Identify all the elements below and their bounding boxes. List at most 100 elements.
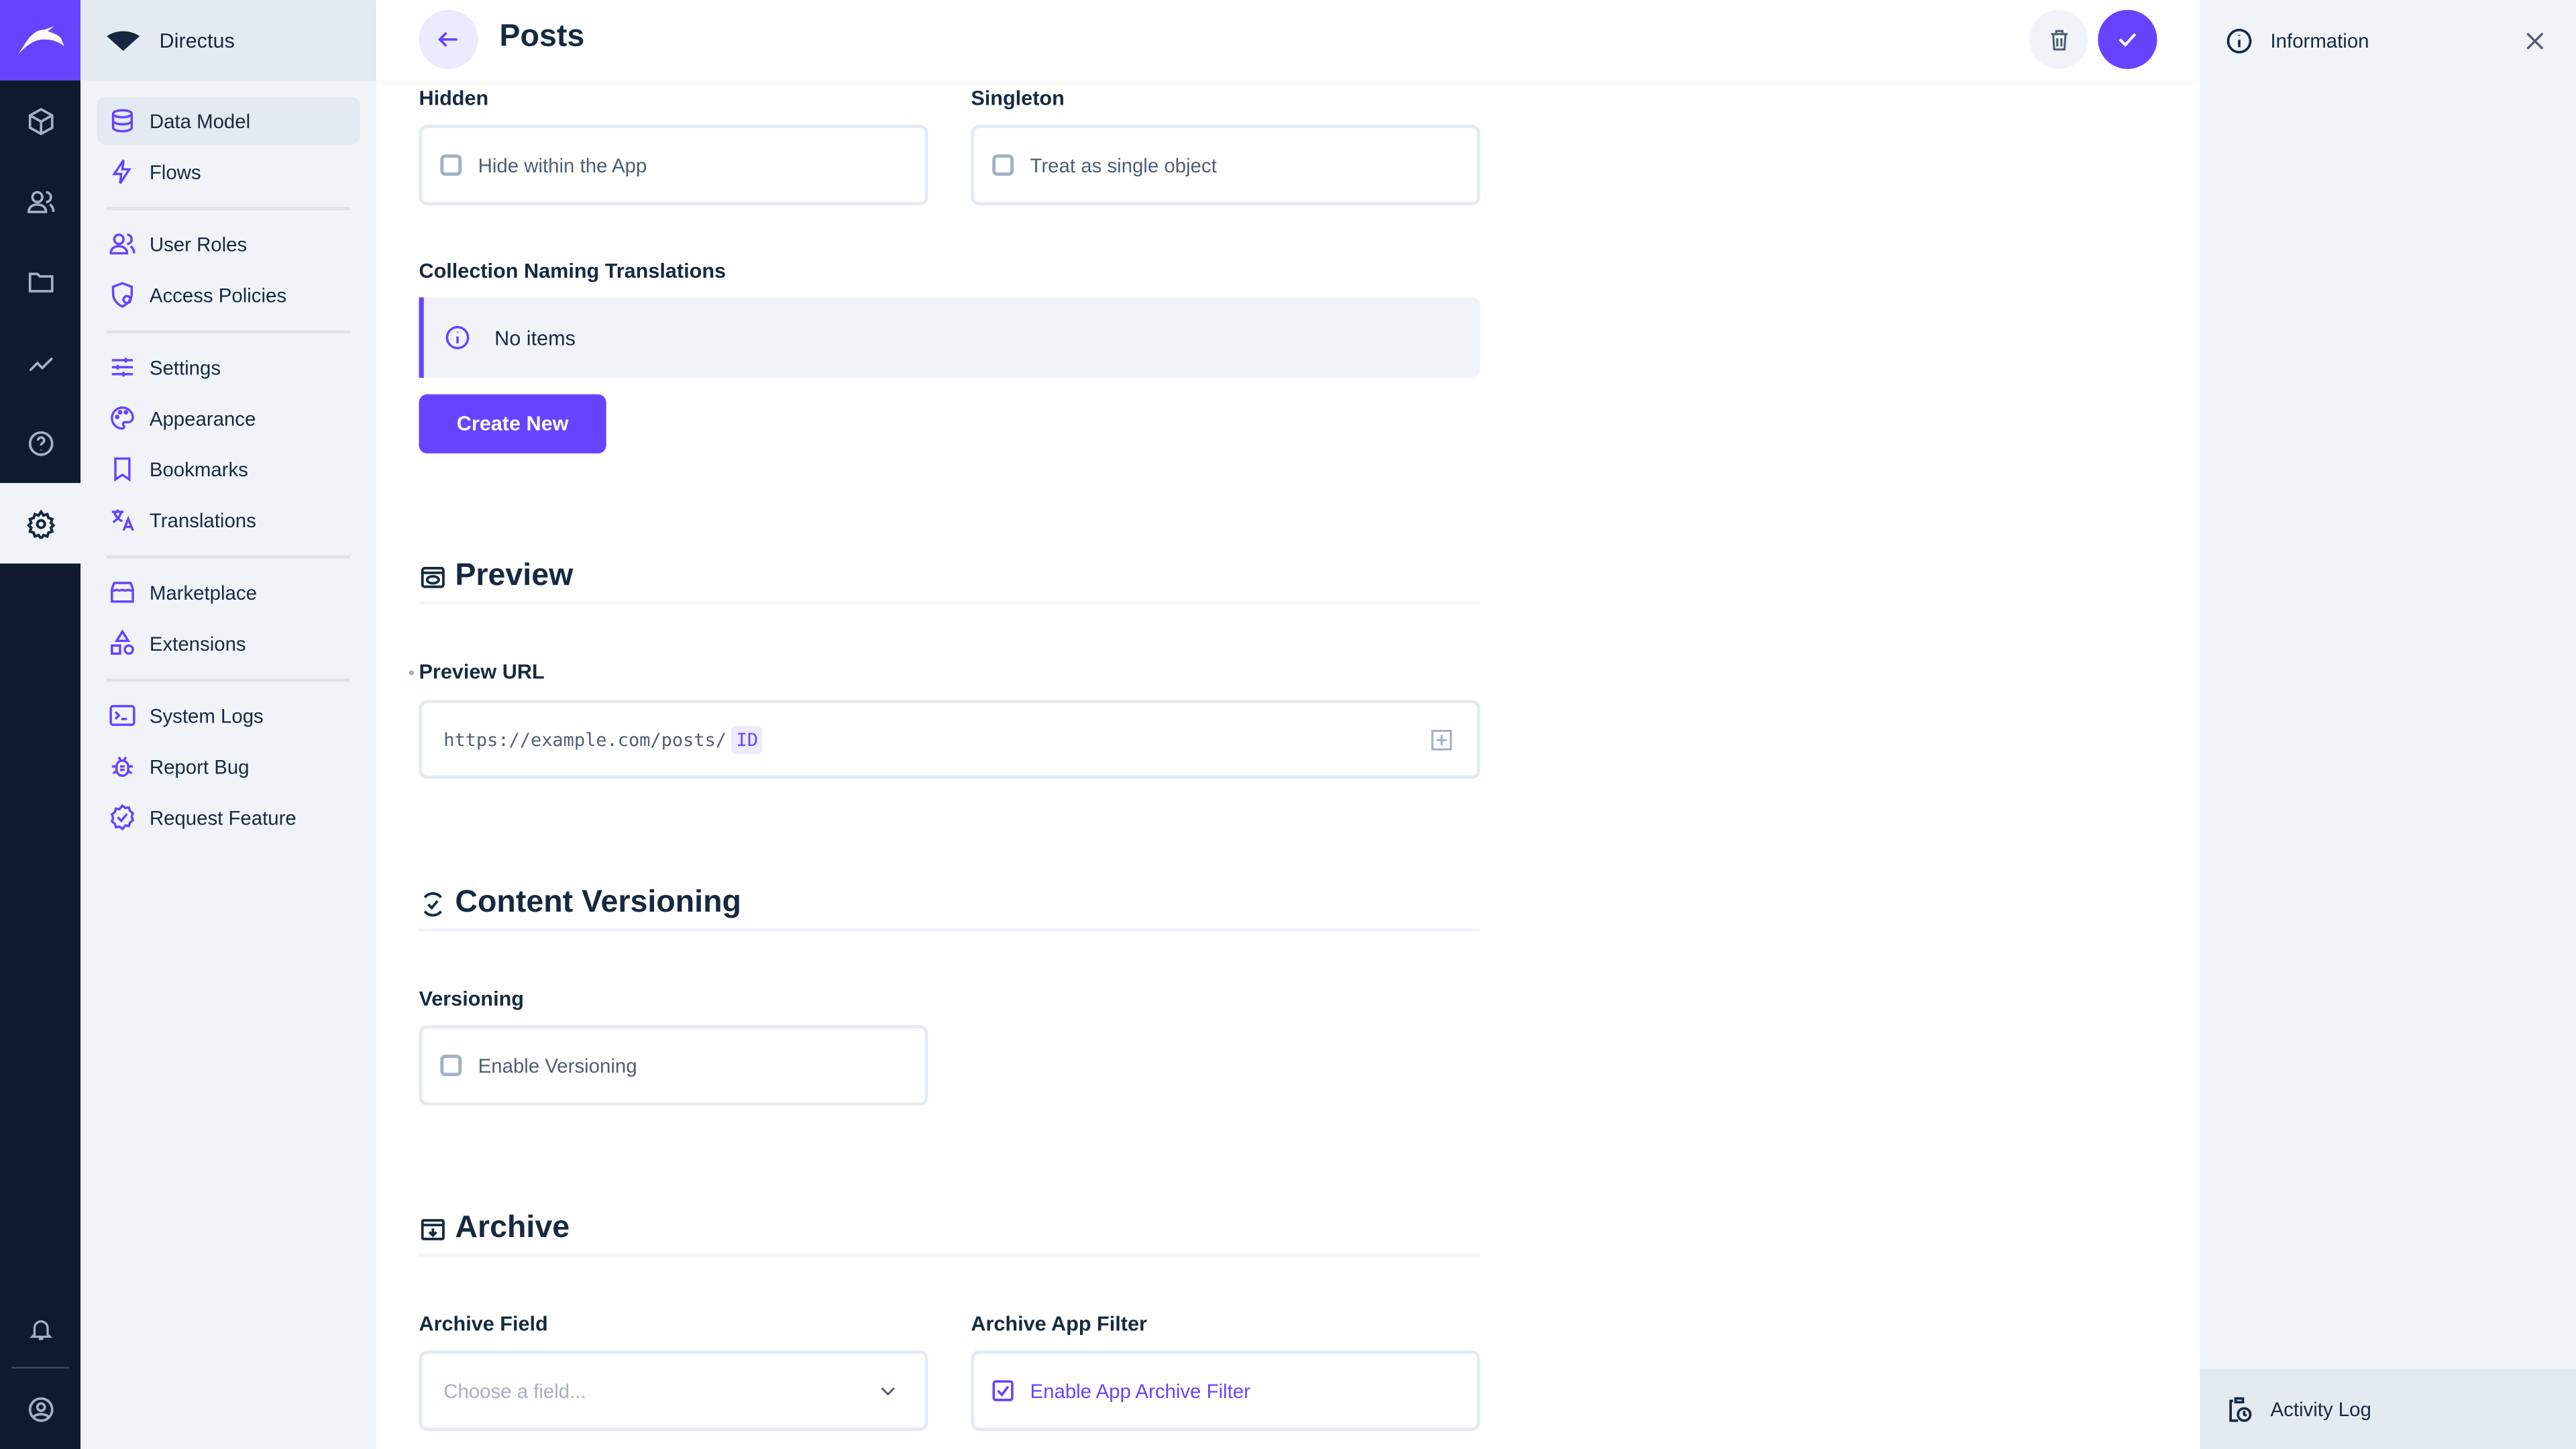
no-items-notice: No items xyxy=(419,297,1481,378)
nav-item-label: Report Bug xyxy=(149,755,250,778)
module-bar xyxy=(0,0,81,1449)
project-name: Directus xyxy=(159,28,235,52)
versioning-checkbox[interactable]: Enable Versioning xyxy=(419,1025,928,1106)
archive-filter-checkbox[interactable]: Enable App Archive Filter xyxy=(971,1350,1481,1432)
files-module-button[interactable] xyxy=(0,241,80,322)
nav-item-label: Data Model xyxy=(149,109,251,133)
terminal-icon xyxy=(109,704,136,727)
archive-filter-option-label: Enable App Archive Filter xyxy=(1030,1379,1250,1403)
nav-item-settings[interactable]: Settings xyxy=(97,343,360,391)
insights-icon xyxy=(28,356,52,371)
nav-item-label: Bookmarks xyxy=(149,458,248,481)
translations-label: Collection Naming Translations xyxy=(419,259,727,283)
activity-log-icon xyxy=(2229,1396,2252,1421)
nav-item-label: System Logs xyxy=(149,704,264,727)
nav-item-access-policies[interactable]: Access Policies xyxy=(97,271,360,319)
singleton-label: Singleton xyxy=(971,87,1065,111)
hidden-option-label: Hide within the App xyxy=(478,153,647,177)
archive-section-title: Archive xyxy=(419,1204,1481,1257)
preview-url-value: https://example.com/posts/ xyxy=(443,729,727,750)
archive-icon xyxy=(421,1218,445,1240)
archive-field-label: Archive Field xyxy=(419,1312,548,1336)
content-module-button[interactable] xyxy=(0,80,80,161)
nav-item-report-bug[interactable]: Report Bug xyxy=(97,743,360,790)
nav-item-appearance[interactable]: Appearance xyxy=(97,394,360,442)
checkbox-icon xyxy=(992,154,1014,176)
close-icon[interactable] xyxy=(2524,29,2546,52)
information-panel-toggle[interactable]: Information xyxy=(2200,0,2576,80)
delete-button[interactable] xyxy=(2029,9,2088,69)
nav-item-bookmarks[interactable]: Bookmarks xyxy=(97,445,360,493)
rail-divider xyxy=(11,1366,69,1369)
archive-field-select[interactable]: Choose a field... xyxy=(419,1350,928,1432)
save-button[interactable] xyxy=(2098,9,2157,69)
help-icon xyxy=(28,430,53,455)
nav-item-label: Request Feature xyxy=(149,806,297,829)
nav-item-label: Flows xyxy=(149,160,201,184)
bell-icon xyxy=(28,1319,52,1340)
shapes-icon xyxy=(111,629,134,655)
nav-item-marketplace[interactable]: Marketplace xyxy=(97,568,360,616)
versioning-icon xyxy=(423,891,442,916)
nav-item-extensions[interactable]: Extensions xyxy=(97,619,360,667)
shield-person-icon xyxy=(111,282,133,308)
nav-item-system-logs[interactable]: System Logs xyxy=(97,692,360,739)
info-sidebar: Information Activity Log xyxy=(2200,0,2576,1449)
activity-log-toggle[interactable]: Activity Log xyxy=(2200,1368,2576,1449)
bug-icon xyxy=(111,756,133,777)
settings-module-button[interactable] xyxy=(0,483,81,564)
versioning-option-label: Enable Versioning xyxy=(478,1054,637,1077)
singleton-option-label: Treat as single object xyxy=(1030,153,1217,177)
directus-logo[interactable] xyxy=(0,0,81,81)
nav-item-label: Settings xyxy=(149,356,221,379)
create-new-button[interactable]: Create New xyxy=(419,394,606,453)
settings-navigation: Directus Data Model Flows User Roles Access… xyxy=(80,0,376,1449)
nav-divider xyxy=(107,330,350,334)
chevron-down-icon xyxy=(881,1387,896,1396)
header-bar: Posts xyxy=(376,0,2200,81)
hidden-label: Hidden xyxy=(419,87,489,111)
account-icon xyxy=(28,1396,53,1421)
nav-divider xyxy=(107,555,350,559)
nav-divider xyxy=(107,678,350,682)
insights-module-button[interactable] xyxy=(0,322,80,402)
nav-item-label: Extensions xyxy=(149,631,246,655)
hidden-checkbox[interactable]: Hide within the App xyxy=(419,125,928,206)
users-icon xyxy=(109,233,136,255)
checkbox-icon xyxy=(440,1055,462,1077)
check-icon xyxy=(2118,33,2137,47)
folder-icon xyxy=(28,272,53,292)
account-button[interactable] xyxy=(0,1368,80,1449)
database-icon xyxy=(111,109,133,133)
checkbox-icon xyxy=(440,154,462,176)
users-icon xyxy=(26,190,54,213)
required-dot xyxy=(409,670,415,676)
information-label: Information xyxy=(2270,28,2369,52)
nav-item-label: Appearance xyxy=(149,407,256,430)
singleton-checkbox[interactable]: Treat as single object xyxy=(971,125,1481,206)
add-field-icon[interactable] xyxy=(1430,727,1454,752)
nav-item-user-roles[interactable]: User Roles xyxy=(97,220,360,268)
preview-url-input[interactable]: https://example.com/posts/ID xyxy=(419,700,1481,779)
help-module-button[interactable] xyxy=(0,402,80,483)
preview-url-label: Preview URL xyxy=(419,660,545,684)
nav-item-flows[interactable]: Flows xyxy=(97,148,360,195)
nav-item-label: Translations xyxy=(149,508,256,532)
gear-icon xyxy=(25,508,55,539)
verified-icon xyxy=(110,804,135,831)
back-button[interactable] xyxy=(419,9,478,69)
nav-item-data-model[interactable]: Data Model xyxy=(97,97,360,145)
nav-item-request-feature[interactable]: Request Feature xyxy=(97,794,360,841)
project-logo-icon xyxy=(107,30,140,50)
project-header[interactable]: Directus xyxy=(80,0,376,81)
bookmark-icon xyxy=(114,457,131,482)
info-icon xyxy=(2226,28,2252,53)
users-module-button[interactable] xyxy=(0,161,80,241)
sliders-icon xyxy=(111,358,133,377)
nav-item-translations[interactable]: Translations xyxy=(97,496,360,544)
cube-icon xyxy=(28,107,53,135)
nav-item-label: Marketplace xyxy=(149,580,257,604)
notifications-button[interactable] xyxy=(0,1288,80,1368)
nav-divider xyxy=(107,207,350,211)
bolt-icon xyxy=(112,159,132,184)
